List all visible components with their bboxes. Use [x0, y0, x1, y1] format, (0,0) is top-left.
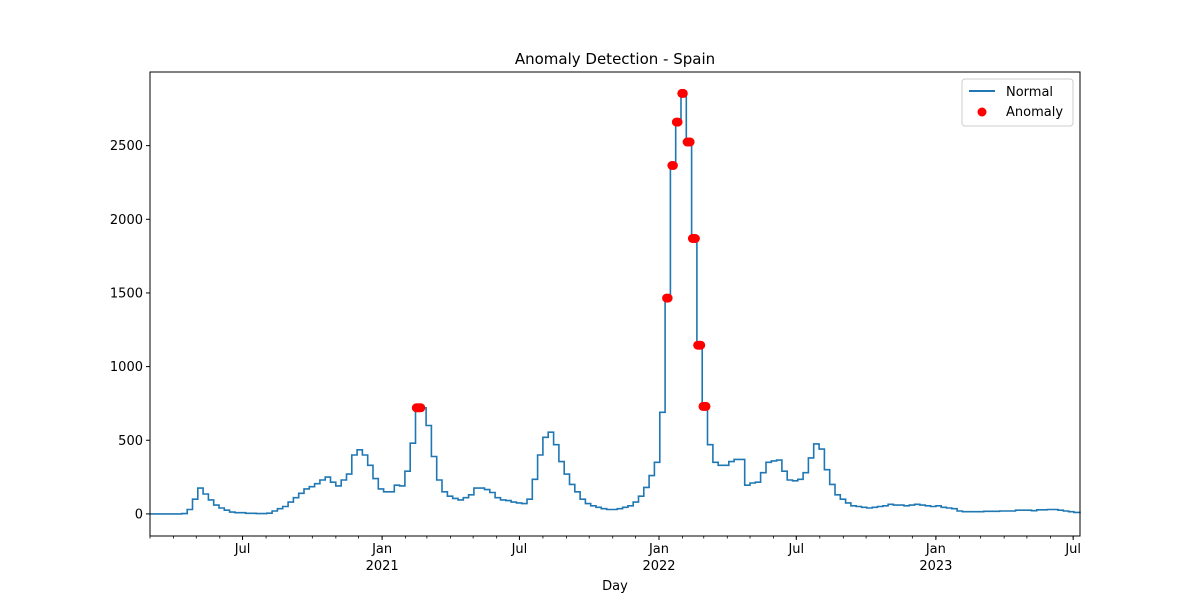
y-tick-label: 1000 [110, 360, 143, 375]
x-tick-label: Jan [648, 542, 669, 557]
y-tick-label: 2000 [110, 213, 143, 228]
anomaly-point [690, 234, 700, 243]
x-tick-label: Jul [511, 542, 528, 557]
anomaly-point [668, 161, 678, 170]
legend: Normal Anomaly [961, 78, 1074, 127]
anomaly-point [678, 88, 688, 98]
x-tick-label: Jul [234, 542, 251, 557]
x-tick-label: Jan [371, 542, 392, 557]
anomaly-point [663, 293, 673, 303]
y-tick-label: 500 [118, 434, 143, 449]
x-tick-label: Jul [1064, 542, 1081, 557]
x-tick-year-label: 2023 [919, 559, 952, 574]
plot-area [150, 88, 1081, 515]
x-tick-label: Jan [925, 542, 946, 557]
x-tick-year-label: 2021 [366, 559, 399, 574]
anomaly-point [696, 340, 706, 350]
x-tick-year-label: 2022 [642, 559, 675, 574]
x-axis: Jul Jan 2021 Jul Jan 2022 Jul Jan 2023 Jul [149, 536, 1081, 574]
legend-anomaly-label: Anomaly [1006, 105, 1063, 120]
legend-anomaly-marker-icon [977, 107, 987, 117]
y-axis: 0 500 1000 1500 2000 2500 [110, 139, 150, 522]
normal-series-line [150, 92, 1081, 515]
x-tick-label: Jul [787, 542, 804, 557]
anomaly-point [701, 401, 711, 411]
anomaly-point [685, 137, 695, 147]
legend-normal-label: Normal [1006, 85, 1053, 100]
x-axis-label: Day [602, 579, 628, 594]
y-tick-label: 0 [135, 507, 143, 522]
chart-title: Anomaly Detection - Spain [515, 50, 715, 68]
anomaly-point [416, 403, 426, 413]
anomaly-point [673, 117, 683, 127]
y-tick-label: 2500 [110, 139, 143, 154]
axes-frame [149, 71, 1081, 537]
y-tick-label: 1500 [110, 286, 143, 301]
